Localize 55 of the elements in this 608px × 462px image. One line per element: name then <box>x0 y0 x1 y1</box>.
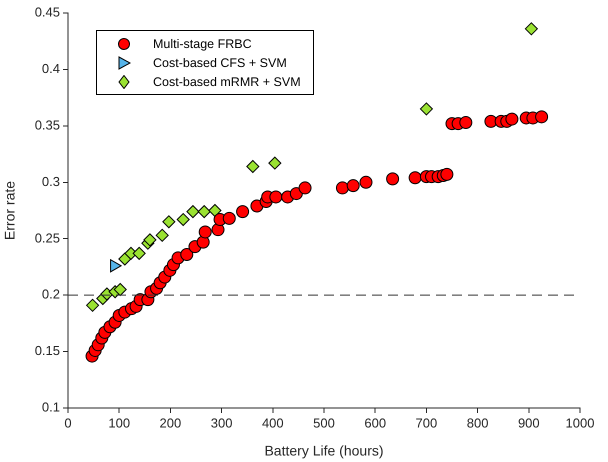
x-tick-label: 900 <box>518 415 540 430</box>
point <box>176 213 190 226</box>
x-tick-label: 200 <box>160 415 182 430</box>
point <box>250 199 264 212</box>
x-tick-label: 500 <box>313 415 335 430</box>
point <box>156 228 169 242</box>
legend-label: Multi-stage FRBC <box>153 36 252 50</box>
point <box>132 246 146 260</box>
point <box>198 205 211 218</box>
y-tick-label: 0.25 <box>34 230 60 246</box>
y-tick-label: 0.1 <box>42 400 60 415</box>
x-tick-label: 300 <box>210 415 232 430</box>
point <box>180 248 194 262</box>
x-tick-label: 400 <box>262 415 284 430</box>
point <box>246 160 260 173</box>
point <box>143 233 156 246</box>
point <box>198 225 212 238</box>
point <box>114 283 127 296</box>
point <box>186 205 200 218</box>
point <box>359 176 372 189</box>
x-tick-label: 700 <box>416 415 438 430</box>
y-axis-title: Error rate <box>1 180 18 240</box>
point <box>222 212 236 225</box>
x-tick-label: 0 <box>64 415 72 430</box>
point <box>524 22 538 36</box>
legend-label: Cost-based CFS + SVM <box>153 56 287 70</box>
y-tick-label: 0.4 <box>42 61 60 76</box>
y-tick-label: 0.45 <box>34 4 60 20</box>
x-axis-title: Battery Life (hours) <box>264 442 384 458</box>
x-tick-label: 1000 <box>566 415 594 430</box>
point <box>336 181 349 194</box>
x-tick-label: 600 <box>364 415 386 430</box>
y-tick-label: 0.35 <box>34 117 60 132</box>
point <box>208 204 222 217</box>
point <box>440 168 454 181</box>
point <box>408 171 422 184</box>
point <box>298 181 312 194</box>
point <box>346 179 360 192</box>
point <box>269 190 282 204</box>
point <box>162 215 176 228</box>
point <box>505 112 518 126</box>
point <box>86 298 100 312</box>
point <box>386 172 400 186</box>
point <box>459 116 472 129</box>
point <box>196 236 210 249</box>
point <box>268 156 282 170</box>
y-tick-label: 0.2 <box>42 286 60 302</box>
point <box>236 205 250 218</box>
y-tick-label: 0.15 <box>34 343 60 358</box>
point <box>535 110 548 124</box>
legend-label: Cost-based mRMR + SVM <box>153 74 301 88</box>
x-tick-label: 800 <box>466 415 488 430</box>
y-tick-label: 0.3 <box>42 174 60 189</box>
x-tick-label: 100 <box>108 415 130 430</box>
point <box>420 102 433 116</box>
